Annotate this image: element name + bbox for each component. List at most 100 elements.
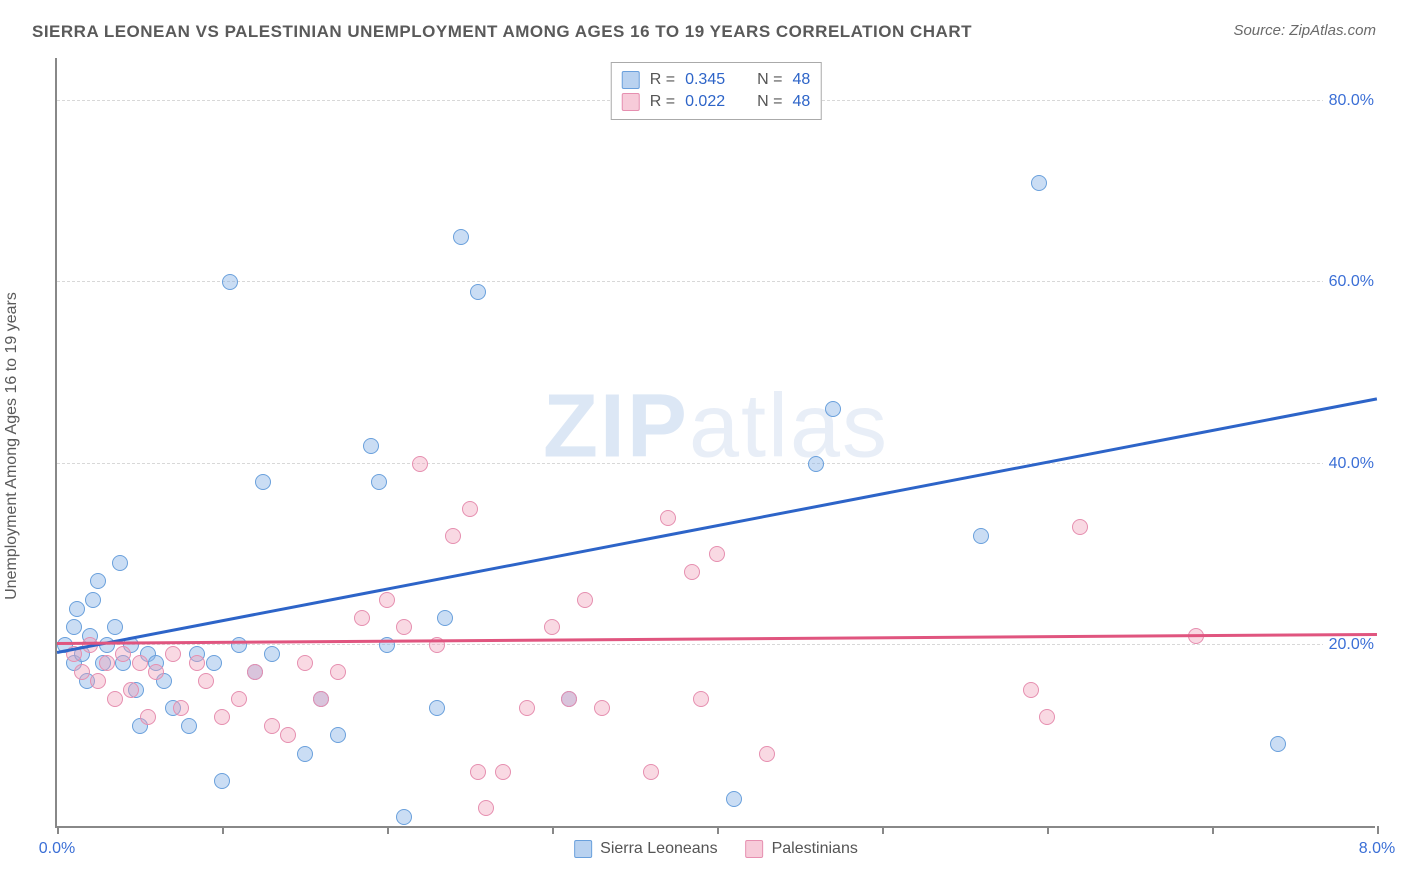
swatch-series-b [746, 840, 764, 858]
scatter-point [222, 274, 238, 290]
scatter-point [74, 664, 90, 680]
scatter-point [437, 610, 453, 626]
x-tick-mark [552, 826, 554, 834]
scatter-point [140, 709, 156, 725]
scatter-point [478, 800, 494, 816]
scatter-point [255, 474, 271, 490]
scatter-point [684, 564, 700, 580]
x-tick-label: 8.0% [1359, 840, 1395, 858]
scatter-point [825, 401, 841, 417]
y-tick-label: 20.0% [1323, 636, 1380, 654]
n-value: 48 [792, 93, 810, 111]
scatter-point [371, 474, 387, 490]
scatter-point [107, 619, 123, 635]
y-tick-label: 60.0% [1323, 273, 1380, 291]
stats-row: R = 0.345 N = 48 [622, 69, 811, 91]
stats-legend: R = 0.345 N = 48 R = 0.022 N = 48 [611, 62, 822, 120]
scatter-point [99, 655, 115, 671]
y-tick-label: 40.0% [1323, 455, 1380, 473]
scatter-point [519, 700, 535, 716]
scatter-point [85, 592, 101, 608]
scatter-point [1023, 682, 1039, 698]
scatter-point [412, 456, 428, 472]
legend-label: Sierra Leoneans [600, 840, 717, 858]
r-label: R = [650, 93, 675, 111]
r-value: 0.022 [685, 93, 725, 111]
scatter-point [69, 601, 85, 617]
gridline [57, 281, 1375, 282]
scatter-point [379, 592, 395, 608]
scatter-point [396, 809, 412, 825]
scatter-point [453, 229, 469, 245]
scatter-point [280, 727, 296, 743]
x-tick-mark [222, 826, 224, 834]
y-axis-label: Unemployment Among Ages 16 to 19 years [3, 292, 21, 600]
scatter-point [247, 664, 263, 680]
scatter-point [90, 573, 106, 589]
scatter-point [1039, 709, 1055, 725]
scatter-point [660, 510, 676, 526]
scatter-point [231, 637, 247, 653]
scatter-point [214, 773, 230, 789]
legend-label: Palestinians [772, 840, 858, 858]
scatter-point [495, 764, 511, 780]
scatter-point [330, 727, 346, 743]
r-value: 0.345 [685, 71, 725, 89]
scatter-point [363, 438, 379, 454]
scatter-point [759, 746, 775, 762]
x-tick-mark [1047, 826, 1049, 834]
scatter-point [462, 501, 478, 517]
scatter-point [107, 691, 123, 707]
x-tick-label: 0.0% [39, 840, 75, 858]
series-legend: Sierra Leoneans Palestinians [574, 840, 858, 858]
swatch-series-a [622, 71, 640, 89]
scatter-point [445, 528, 461, 544]
scatter-point [577, 592, 593, 608]
scatter-point [189, 655, 205, 671]
scatter-point [231, 691, 247, 707]
x-tick-mark [1212, 826, 1214, 834]
scatter-point [214, 709, 230, 725]
scatter-point [123, 682, 139, 698]
n-value: 48 [792, 71, 810, 89]
scatter-point [90, 673, 106, 689]
scatter-point [66, 619, 82, 635]
source-attribution: Source: ZipAtlas.com [1233, 22, 1376, 39]
legend-item: Sierra Leoneans [574, 840, 717, 858]
trend-line [57, 398, 1377, 654]
chart-title: SIERRA LEONEAN VS PALESTINIAN UNEMPLOYME… [32, 22, 972, 42]
scatter-point [470, 764, 486, 780]
scatter-point [264, 718, 280, 734]
r-label: R = [650, 71, 675, 89]
y-tick-label: 80.0% [1323, 92, 1380, 110]
scatter-point [181, 718, 197, 734]
scatter-point [354, 610, 370, 626]
scatter-point [115, 646, 131, 662]
scatter-point [206, 655, 222, 671]
scatter-point [808, 456, 824, 472]
scatter-point [165, 646, 181, 662]
x-tick-mark [717, 826, 719, 834]
scatter-point [429, 700, 445, 716]
scatter-point [330, 664, 346, 680]
scatter-point [148, 664, 164, 680]
scatter-point [726, 791, 742, 807]
scatter-point [561, 691, 577, 707]
scatter-point [297, 746, 313, 762]
swatch-series-b [622, 93, 640, 111]
x-tick-mark [57, 826, 59, 834]
scatter-point [132, 655, 148, 671]
scatter-point [173, 700, 189, 716]
gridline [57, 644, 1375, 645]
scatter-point [297, 655, 313, 671]
n-label: N = [757, 71, 782, 89]
x-tick-mark [387, 826, 389, 834]
legend-item: Palestinians [746, 840, 858, 858]
x-tick-mark [1377, 826, 1379, 834]
scatter-point [693, 691, 709, 707]
plot-area: ZIPatlas 20.0%40.0%60.0%80.0% 0.0%8.0% R… [55, 58, 1375, 828]
stats-row: R = 0.022 N = 48 [622, 91, 811, 113]
scatter-point [643, 764, 659, 780]
scatter-point [594, 700, 610, 716]
scatter-point [973, 528, 989, 544]
